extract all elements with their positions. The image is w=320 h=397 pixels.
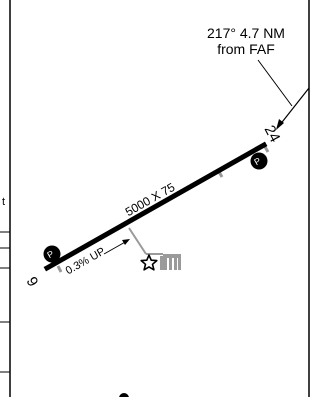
- papi-symbol: P: [45, 249, 55, 261]
- faf-leader-line: [257, 59, 293, 107]
- faf-note-line2: from FAF: [217, 41, 275, 57]
- spot-dot-icon: [119, 393, 129, 397]
- chart-frame: t: [0, 0, 310, 397]
- papi-marker-south: P: [43, 245, 61, 263]
- runway-strip: [43, 141, 268, 272]
- runway-end-6-label: 6: [24, 273, 43, 289]
- faf-arrowhead-icon: [276, 119, 284, 130]
- airport-beacon-icon: [140, 254, 158, 271]
- left-border-text: t: [2, 196, 5, 208]
- buildings-icon: [160, 254, 181, 270]
- papi-marker-north: P: [250, 152, 268, 170]
- gradient-arrow-line: [103, 240, 128, 255]
- taxiway-line: [128, 227, 147, 255]
- faf-note: 217° 4.7 NM from FAF: [207, 25, 310, 130]
- runway-gradient-label: 0.3% UP: [64, 245, 108, 277]
- papi-symbol: P: [252, 156, 262, 168]
- faf-note-line1: 217° 4.7 NM: [207, 25, 285, 41]
- taxiway-stub: [56, 265, 63, 273]
- runway-end-24-label: 24: [261, 123, 284, 146]
- faf-course-line: [278, 87, 310, 127]
- gradient-arrowhead-icon: [122, 239, 130, 245]
